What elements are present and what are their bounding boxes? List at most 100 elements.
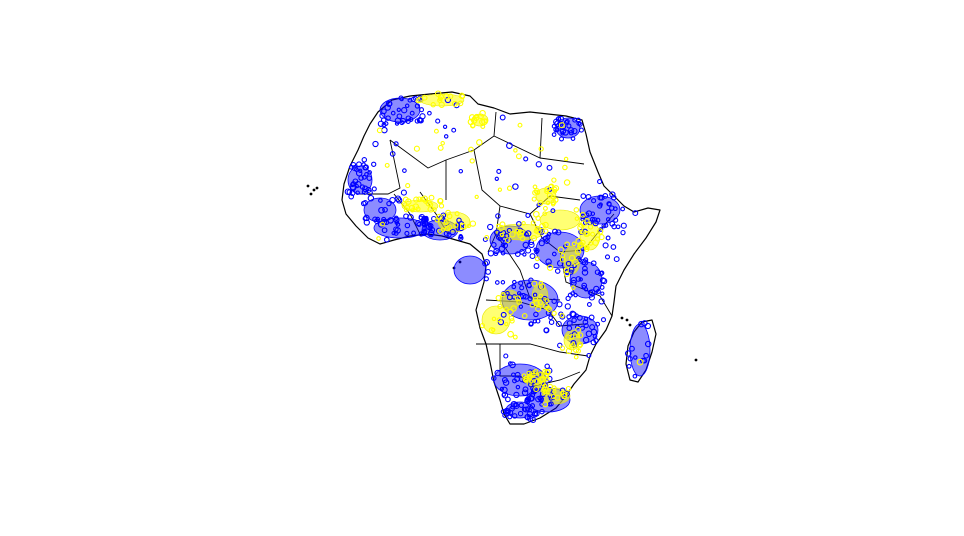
blue-point: [393, 141, 399, 147]
yellow-point: [521, 313, 528, 319]
blue-point: [535, 161, 542, 168]
blue-point: [495, 213, 501, 219]
blue-point: [381, 108, 387, 115]
blue-point: [401, 107, 408, 114]
blue-point: [507, 361, 513, 366]
yellow-point: [577, 241, 584, 249]
blue-point: [494, 176, 499, 181]
yellow-point: [542, 211, 548, 217]
yellow-point: [514, 295, 522, 302]
yellow-point: [541, 386, 549, 393]
yellow-point: [498, 224, 505, 231]
yellow-point: [542, 388, 548, 395]
blue-point: [551, 298, 557, 304]
yellow-point: [504, 306, 509, 312]
yellow-point: [468, 114, 476, 121]
blue-point: [525, 247, 532, 254]
blue-point: [517, 410, 524, 417]
blue-point: [535, 396, 542, 403]
blue-point: [542, 235, 549, 242]
blue-point: [590, 260, 597, 267]
yellow-point: [579, 211, 586, 218]
yellow-point: [437, 97, 443, 103]
blue-point: [518, 304, 524, 309]
blue-point: [509, 361, 516, 369]
blue-point: [354, 167, 359, 172]
blue-point: [513, 391, 520, 399]
blue-point: [526, 396, 532, 402]
blue-point: [505, 396, 511, 403]
blue-point: [351, 164, 358, 172]
blue-point: [554, 127, 560, 133]
blue-point: [551, 251, 557, 257]
country-border: [539, 157, 585, 165]
blue-point: [374, 218, 380, 225]
blue-point: [507, 414, 513, 420]
blue-point: [384, 104, 391, 111]
blue-point: [505, 290, 510, 296]
blue-point: [615, 224, 621, 230]
blue-point: [633, 355, 638, 360]
blue-point: [539, 397, 544, 403]
blue-point: [512, 183, 519, 190]
blue-point: [588, 314, 595, 321]
yellow-point: [404, 204, 411, 211]
blue-point: [386, 200, 392, 207]
yellow-point: [562, 164, 568, 171]
yellow-point: [530, 234, 538, 242]
blue-point: [581, 269, 589, 276]
blue-point: [458, 225, 465, 232]
blue-point: [524, 413, 531, 421]
blue-point: [500, 280, 506, 285]
yellow-point: [551, 310, 557, 316]
yellow-point: [530, 370, 538, 377]
blue-point: [396, 107, 401, 112]
yellow-point: [517, 122, 523, 128]
blue-point: [556, 301, 563, 308]
blue-point: [361, 157, 368, 163]
blue-point: [595, 321, 601, 327]
yellow-point: [437, 228, 443, 234]
blue-point: [383, 236, 390, 243]
yellow-point: [508, 315, 515, 322]
blue-point: [523, 293, 529, 300]
yellow-point: [584, 218, 590, 224]
blue-point: [501, 386, 508, 394]
blue-point: [400, 189, 407, 196]
blue-point: [372, 140, 379, 148]
yellow-point: [519, 235, 526, 242]
yellow-point: [537, 299, 544, 306]
blue-point: [495, 234, 502, 241]
blue-point: [389, 151, 396, 157]
yellow-point: [499, 221, 506, 228]
yellow-point: [573, 354, 579, 360]
blue-point: [494, 280, 500, 285]
blue-point: [539, 408, 545, 415]
blue-point: [512, 279, 517, 285]
blue-point: [382, 206, 388, 213]
yellow-point: [469, 158, 475, 164]
yellow-point: [545, 369, 551, 375]
blue-point: [355, 190, 360, 195]
blue-point: [530, 416, 537, 424]
blue-point: [605, 235, 611, 241]
yellow-point: [499, 232, 505, 238]
blue-point: [604, 254, 611, 260]
yellow-point: [565, 385, 572, 392]
yellow-point: [577, 243, 583, 250]
blue-point: [529, 403, 536, 409]
yellow-point: [438, 203, 445, 209]
blue-point: [599, 277, 606, 284]
yellow-point: [416, 196, 423, 203]
blue-point: [451, 127, 457, 133]
blue-point: [610, 244, 617, 250]
yellow-point: [432, 207, 437, 213]
blue-point: [544, 363, 550, 370]
blue-point: [449, 228, 456, 236]
blue-point: [586, 352, 592, 359]
yellow-point: [573, 207, 580, 213]
blue-point: [519, 285, 525, 291]
yellow-point: [504, 237, 511, 243]
blue-point: [528, 321, 534, 327]
